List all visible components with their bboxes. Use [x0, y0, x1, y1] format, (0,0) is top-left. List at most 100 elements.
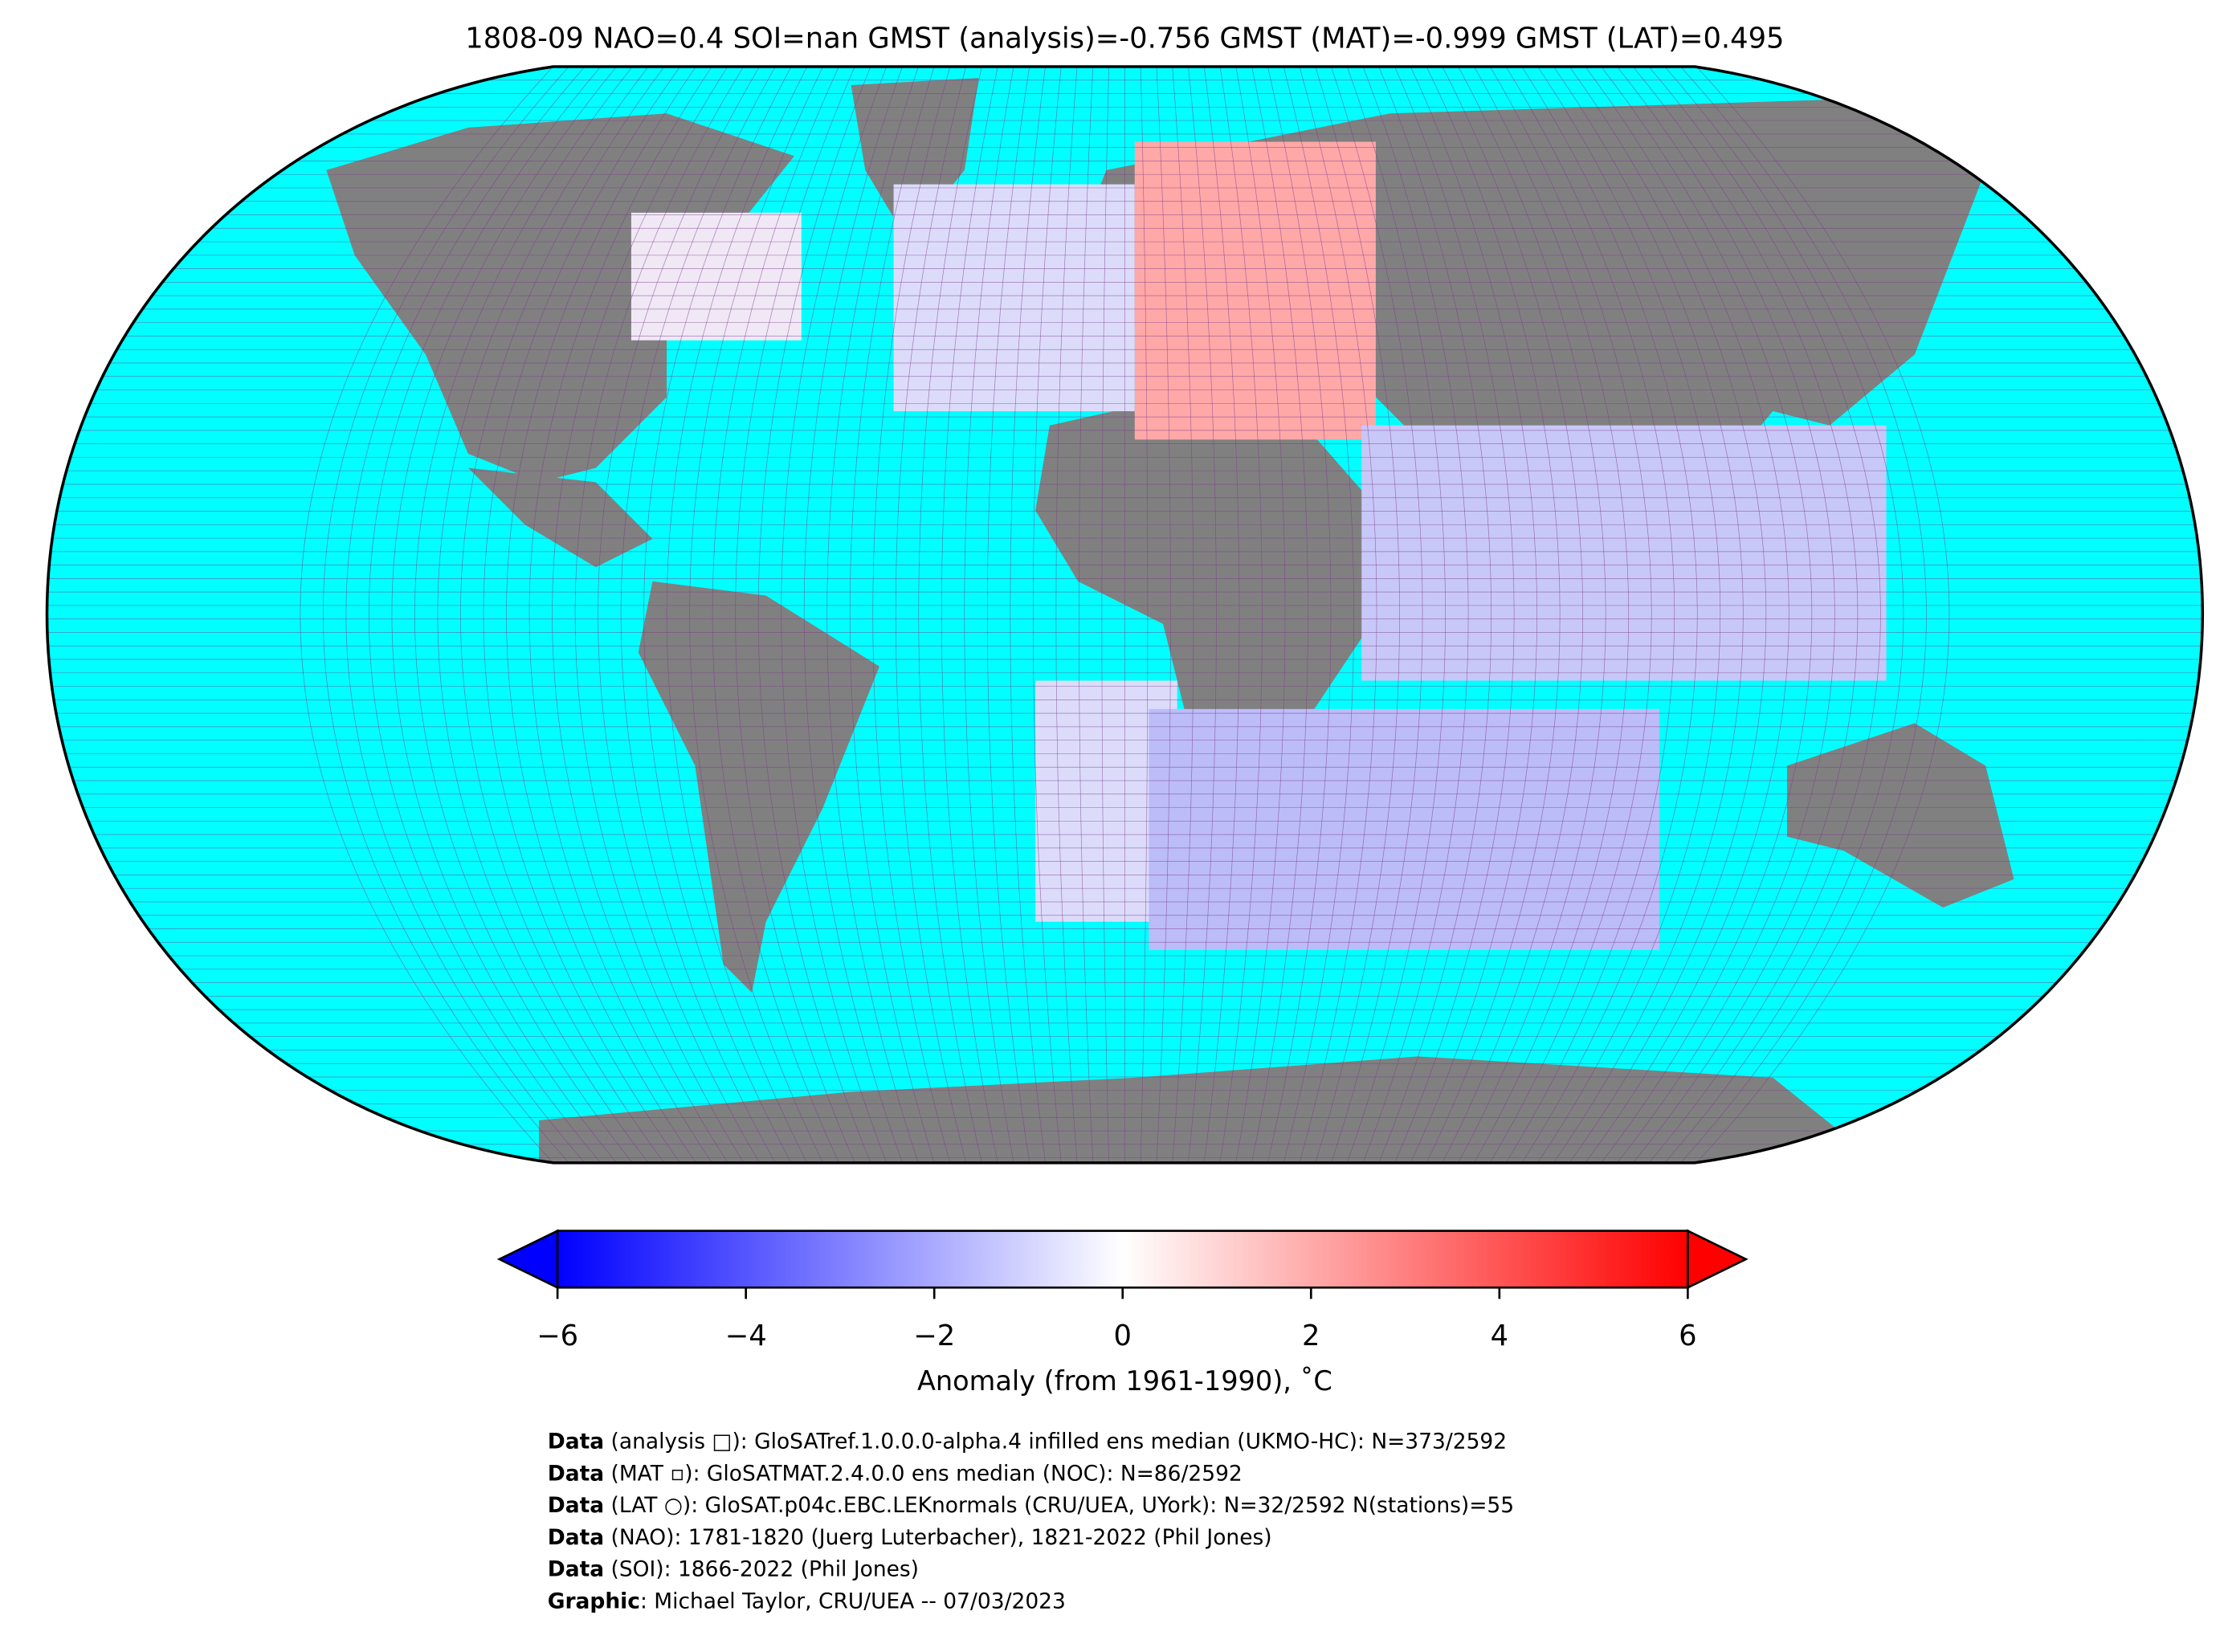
credit-line: Data (NAO): 1781-1820 (Juerg Luterbacher…	[548, 1524, 1272, 1549]
grid-line	[1331, 66, 1423, 1163]
credits: Data (analysis □): GloSATref.1.0.0.0-alp…	[548, 1429, 1514, 1613]
colorbar-low-extend	[496, 1229, 559, 1290]
chart-title: 1808-09 NAO=0.4 SOI=nan GMST (analysis)=…	[465, 22, 1784, 55]
grid-line	[620, 66, 776, 1163]
grid-line	[689, 66, 823, 1163]
grid-line	[1032, 66, 1062, 1163]
credit-label: Data	[548, 1556, 604, 1581]
grid-line	[1489, 66, 1652, 1163]
grid-line	[1362, 66, 1469, 1163]
credit-text: : Michael Taylor, CRU/UEA -- 07/03/2023	[640, 1589, 1066, 1613]
grid-line	[1219, 66, 1263, 1163]
anomaly-cells	[630, 141, 1887, 950]
grid-line	[872, 66, 951, 1163]
grid-line	[1696, 66, 1950, 1163]
colorbar: −6 −4 −2 0 2 4 6 Anomaly (from 1961-1990), ˚C	[496, 1229, 1749, 1397]
map	[47, 66, 2203, 1163]
grid-line	[666, 66, 808, 1163]
grid-line	[1632, 66, 1859, 1163]
grid-line	[941, 66, 998, 1163]
grid-line	[1680, 66, 1927, 1163]
grid-line	[964, 66, 1014, 1163]
grid-line	[1569, 66, 1767, 1163]
grid-line	[1394, 66, 1515, 1163]
grid-line	[1617, 66, 1835, 1163]
grid-line	[1585, 66, 1789, 1163]
grid-line	[1378, 66, 1492, 1163]
grid-line	[528, 66, 712, 1163]
grid-line	[1267, 66, 1332, 1163]
colorbar-tick-label: 0	[1114, 1320, 1132, 1352]
grid-line	[1079, 66, 1094, 1163]
grid-line	[1010, 66, 1046, 1163]
grid-line	[1410, 66, 1537, 1163]
grid-line	[1172, 66, 1194, 1163]
grid-line	[803, 66, 903, 1163]
grid-line	[1537, 66, 1721, 1163]
grid-line	[460, 66, 665, 1163]
credit-line: Graphic: Michael Taylor, CRU/UEA -- 07/0…	[548, 1589, 1066, 1613]
credit-label: Graphic	[548, 1589, 640, 1613]
grid-line	[345, 66, 586, 1163]
colorbar-tick-label: 2	[1302, 1320, 1320, 1352]
credit-text: (analysis □): GloSATref.1.0.0.0-alpha.4 …	[604, 1429, 1507, 1454]
grid-line	[483, 66, 680, 1163]
grid-line	[1188, 66, 1217, 1163]
grid-line	[735, 66, 855, 1163]
credit-line: Data (SOI): 1866-2022 (Phil Jones)	[548, 1556, 919, 1581]
grid-line	[574, 66, 745, 1163]
colorbar-tick-label: −2	[913, 1320, 955, 1352]
credit-label: Data	[548, 1524, 604, 1549]
grid-line	[849, 66, 935, 1163]
grid-line	[323, 66, 569, 1163]
colorbar-tick-label: 6	[1679, 1320, 1696, 1352]
credit-text: (MAT ▫): GloSATMAT.2.4.0.0 ens median (N…	[604, 1461, 1243, 1486]
grid-line	[1426, 66, 1561, 1163]
grid-line	[1299, 66, 1377, 1163]
grid-line	[1553, 66, 1744, 1163]
grid-line	[1458, 66, 1606, 1163]
grid-line	[1283, 66, 1354, 1163]
grid-line	[391, 66, 617, 1163]
credit-label: Data	[548, 1429, 604, 1454]
credit-line: Data (LAT ○): GloSAT.p04c.EBC.LEKnormals…	[548, 1493, 1514, 1518]
colorbar-label: Anomaly (from 1961-1990), ˚C	[917, 1365, 1332, 1397]
grid-line	[1156, 66, 1171, 1163]
grid-line	[506, 66, 696, 1163]
grid-line	[598, 66, 760, 1163]
grid-line	[757, 66, 871, 1163]
map-border	[45, 65, 2205, 1165]
colorbar-high-extend	[1687, 1229, 1749, 1290]
grid-line	[1251, 66, 1308, 1163]
graticule	[47, 66, 2203, 1163]
colorbar-tick-label: −4	[725, 1320, 767, 1352]
grid-line	[1315, 66, 1400, 1163]
grid-line	[1664, 66, 1904, 1163]
colorbar-tick-label: −6	[537, 1320, 578, 1352]
grid-line	[1601, 66, 1813, 1163]
grid-line	[918, 66, 982, 1163]
grid-line	[712, 66, 839, 1163]
grid-line	[1235, 66, 1286, 1163]
grid-line	[1101, 66, 1109, 1163]
grid-line	[552, 66, 728, 1163]
grid-line	[1055, 66, 1078, 1163]
credit-text: (SOI): 1866-2022 (Phil Jones)	[604, 1556, 919, 1581]
credit-line: Data (MAT ▫): GloSATMAT.2.4.0.0 ens medi…	[548, 1461, 1243, 1486]
grid-line	[414, 66, 633, 1163]
credit-label: Data	[548, 1461, 604, 1486]
grid-line	[369, 66, 602, 1163]
grid-line	[1474, 66, 1629, 1163]
grid-line	[1521, 66, 1698, 1163]
credit-text: (NAO): 1781-1820 (Juerg Luterbacher), 18…	[604, 1524, 1272, 1549]
grid-line	[1346, 66, 1446, 1163]
grid-line	[1442, 66, 1583, 1163]
grid-line	[1140, 66, 1149, 1163]
grid-line	[1505, 66, 1675, 1163]
grid-line	[826, 66, 919, 1163]
credit-text: (LAT ○): GloSAT.p04c.EBC.LEKnormals (CRU…	[604, 1493, 1514, 1518]
credit-line: Data (analysis □): GloSATref.1.0.0.0-alp…	[548, 1429, 1507, 1454]
credit-label: Data	[548, 1493, 604, 1518]
grid-line	[437, 66, 649, 1163]
